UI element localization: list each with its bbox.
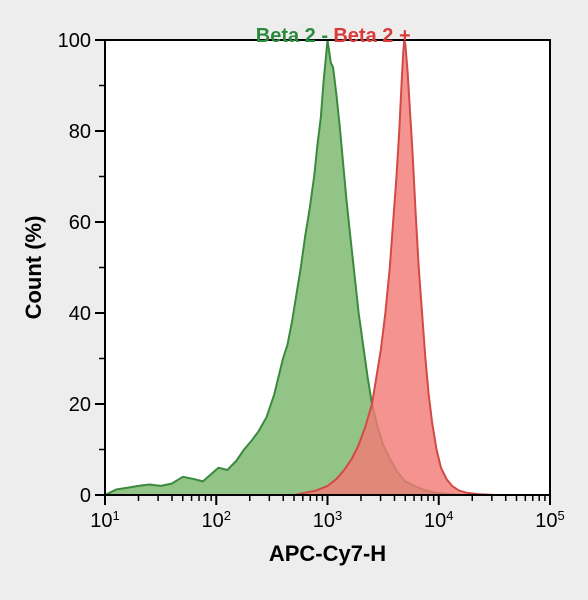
series-label-beta-2-: Beta 2 -	[256, 25, 328, 47]
y-tick-label: 60	[69, 212, 91, 234]
y-axis-label: Count (%)	[21, 216, 46, 320]
x-axis-label: APC-Cy7-H	[269, 541, 386, 566]
y-tick-label: 0	[80, 485, 91, 507]
flow-cytometry-histogram: 101102103104105APC-Cy7-H020406080100Coun…	[0, 0, 588, 600]
chart-svg: 101102103104105APC-Cy7-H020406080100Coun…	[0, 0, 588, 600]
y-tick-label: 80	[69, 121, 91, 143]
y-tick-label: 40	[69, 303, 91, 325]
y-tick-label: 20	[69, 394, 91, 416]
series-label-beta-2-: Beta 2 +	[333, 25, 410, 47]
y-tick-label: 100	[58, 30, 91, 52]
